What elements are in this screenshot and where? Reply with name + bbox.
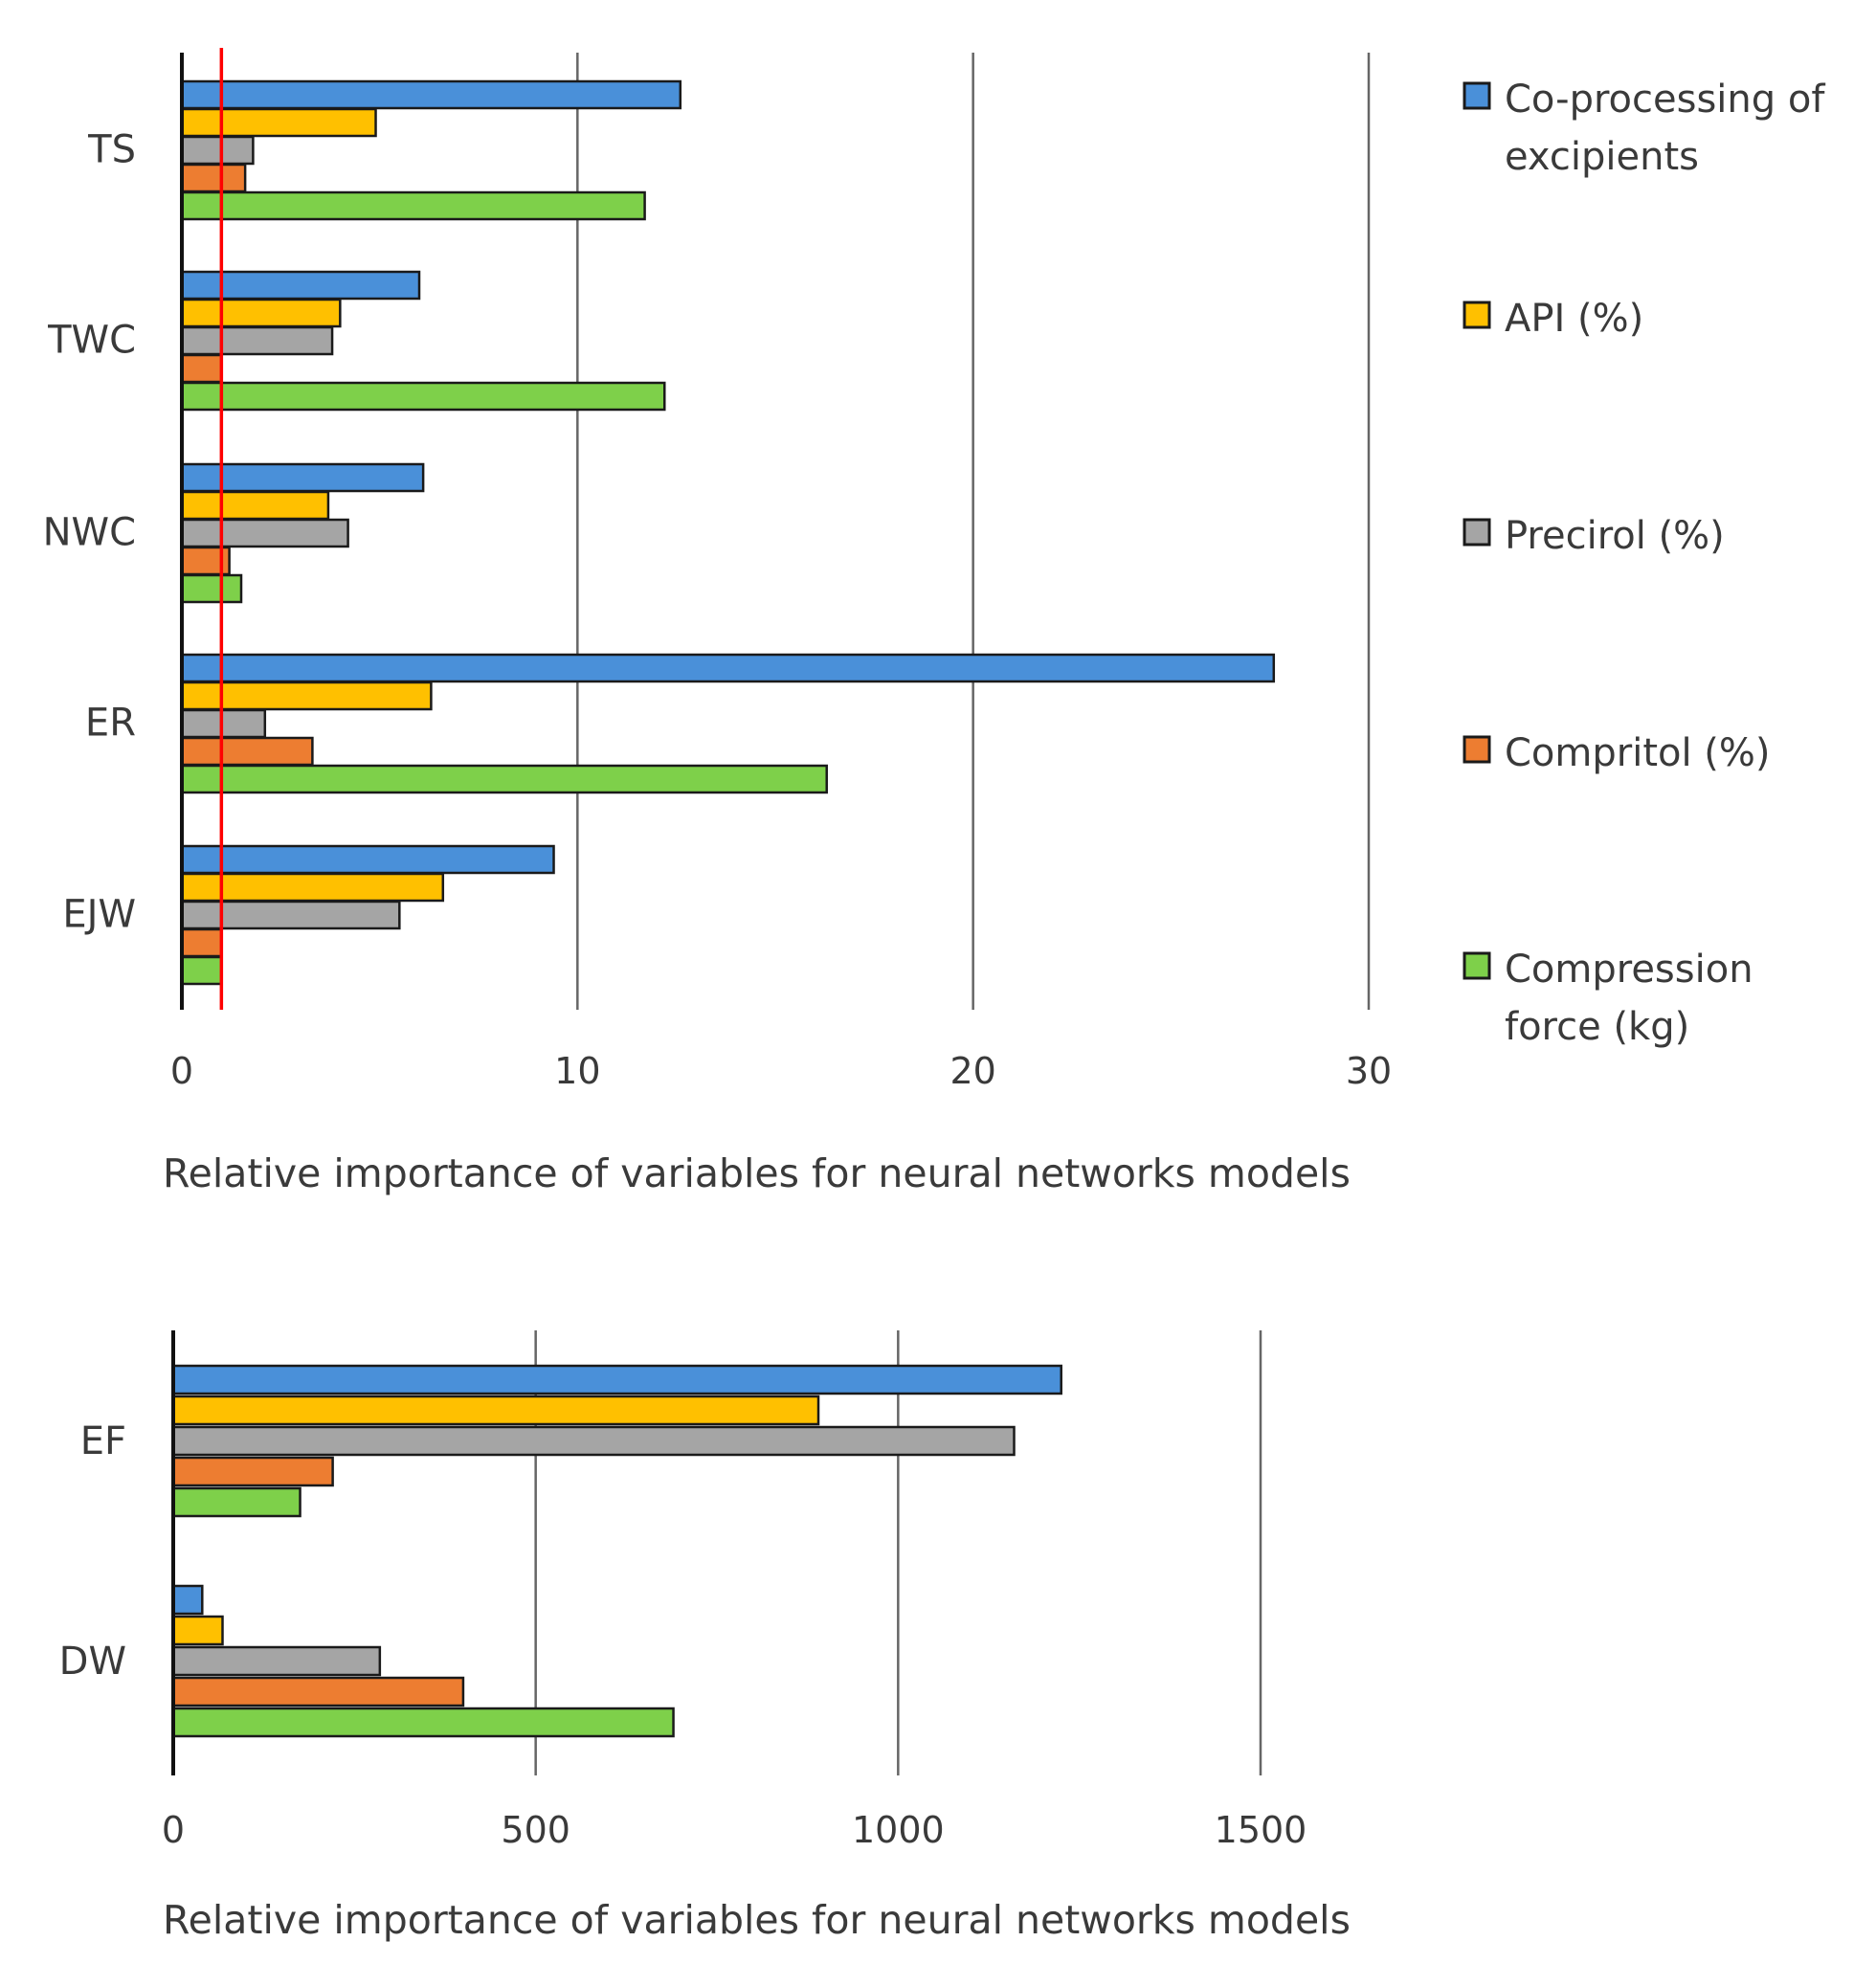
c2-category-ef: EF xyxy=(80,1419,126,1463)
c1-bar-er-4 xyxy=(180,764,828,794)
c1-bar-nwc-2 xyxy=(180,518,349,548)
c2-bar-ef-4 xyxy=(171,1486,302,1518)
c1-bar-nwc-4 xyxy=(180,573,243,604)
c1-tick-label: 10 xyxy=(554,1050,600,1092)
c1-bar-twc-1 xyxy=(180,298,342,328)
chart1-tick-labels: 0 10 20 30 xyxy=(170,1050,1392,1092)
c1-bar-ts-2 xyxy=(180,135,255,166)
c1-tick-label: 20 xyxy=(949,1050,995,1092)
c2-bar-ef-1 xyxy=(171,1395,820,1426)
legend-swatch-1 xyxy=(1463,301,1491,329)
legend-label-1: API (%) xyxy=(1505,297,1643,341)
c1-category-ejw: EJW xyxy=(62,893,136,937)
chart1-x-axis-label: Relative importance of variables for neu… xyxy=(163,1150,1351,1196)
c2-category-dw: DW xyxy=(59,1640,126,1684)
c1-bar-er-3 xyxy=(180,736,314,767)
c1-tick-label: 30 xyxy=(1346,1050,1392,1092)
c2-tick-label: 1000 xyxy=(852,1809,945,1851)
chart1-bars xyxy=(180,79,1276,986)
legend-swatch-2 xyxy=(1463,518,1491,547)
chart2-bars xyxy=(171,1364,1062,1738)
c1-bar-ejw-1 xyxy=(180,872,445,903)
c1-bar-ts-4 xyxy=(180,190,646,221)
c1-bar-twc-2 xyxy=(180,325,334,356)
c1-bar-twc-3 xyxy=(180,353,223,384)
chart1-gridlines xyxy=(576,53,1371,1010)
c1-tick-label: 0 xyxy=(170,1050,193,1092)
c1-bar-ts-0 xyxy=(180,79,682,110)
c2-bar-dw-3 xyxy=(171,1676,465,1707)
legend-swatch-4 xyxy=(1463,951,1491,980)
c2-tick-label: 1500 xyxy=(1215,1809,1307,1851)
c1-category-er: ER xyxy=(85,702,136,746)
c1-bar-nwc-1 xyxy=(180,490,330,521)
legend-label-3: Compritol (%) xyxy=(1505,731,1771,775)
c1-bar-ejw-2 xyxy=(180,900,401,930)
c1-bar-ts-1 xyxy=(180,107,377,138)
c1-bar-twc-4 xyxy=(180,381,666,412)
c2-bar-dw-0 xyxy=(171,1584,204,1616)
chart2-tick-labels: 0 500 1000 1500 xyxy=(162,1809,1306,1851)
chart2-category-labels: EF DW xyxy=(59,1419,126,1684)
c1-bar-ejw-0 xyxy=(180,844,555,875)
c1-bar-ejw-4 xyxy=(180,955,223,986)
c1-bar-ejw-3 xyxy=(180,927,223,958)
c2-bar-dw-1 xyxy=(171,1615,224,1646)
legend-label-4: force (kg) xyxy=(1505,1005,1689,1049)
legend-label-0: excipients xyxy=(1505,135,1699,179)
c1-category-ts: TS xyxy=(87,128,136,172)
c1-bar-er-0 xyxy=(180,653,1276,683)
c2-tick-label: 500 xyxy=(501,1809,570,1851)
legend-label-2: Precirol (%) xyxy=(1505,514,1725,558)
legend-label-0: Co-processing of xyxy=(1505,78,1825,122)
c1-bar-ts-3 xyxy=(180,163,247,193)
c2-bar-dw-4 xyxy=(171,1707,675,1738)
legend-swatch-0 xyxy=(1463,81,1491,110)
c1-category-twc: TWC xyxy=(47,319,136,363)
c1-bar-twc-0 xyxy=(180,270,421,301)
chart2-x-axis-label: Relative importance of variables for neu… xyxy=(163,1897,1351,1943)
legend-label-4: Compression xyxy=(1505,948,1753,992)
c2-tick-label: 0 xyxy=(162,1809,185,1851)
c1-bar-nwc-0 xyxy=(180,462,425,493)
c1-bar-er-2 xyxy=(180,708,267,739)
legend: Co-processing of excipients API (%) Preciro… xyxy=(1463,78,1825,1049)
legend-swatch-3 xyxy=(1463,735,1491,764)
chart1-category-labels: TS TWC NWC ER EJW xyxy=(43,128,136,937)
c1-category-nwc: NWC xyxy=(43,511,136,555)
c2-bar-ef-0 xyxy=(171,1364,1062,1395)
c2-bar-ef-2 xyxy=(171,1425,1016,1457)
c1-bar-er-1 xyxy=(180,681,433,711)
c2-bar-ef-3 xyxy=(171,1456,334,1487)
c2-bar-dw-2 xyxy=(171,1645,382,1677)
